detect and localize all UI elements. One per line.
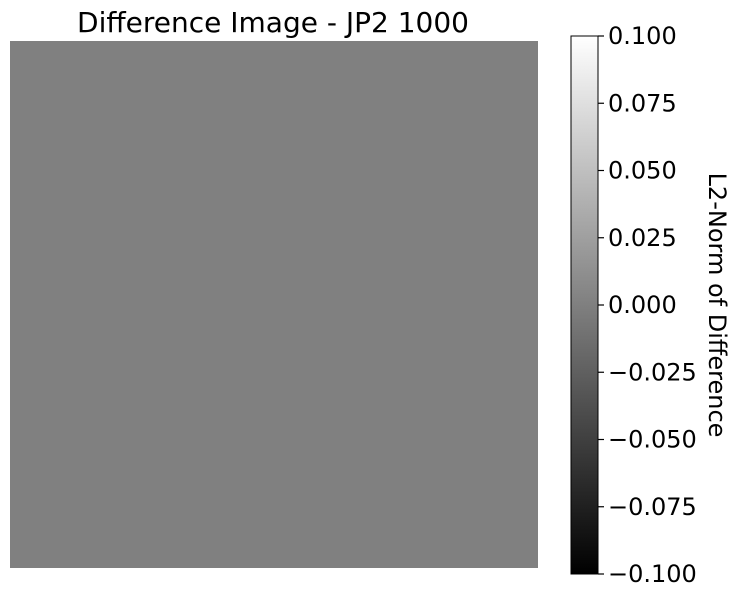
colorbar-tick-label: 0.050 — [608, 157, 677, 185]
colorbar-tick-label: 0.000 — [608, 291, 677, 319]
difference-image — [10, 41, 538, 568]
colorbar-tick-label: 0.025 — [608, 224, 677, 252]
colorbar — [570, 35, 599, 575]
colorbar-tick-label: −0.075 — [608, 493, 697, 521]
colorbar-tick-label: −0.025 — [608, 358, 697, 386]
colorbar-ticks: −0.100 −0.075 −0.050 −0.025 0.000 0.025 0.050 0… — [598, 22, 697, 588]
colorbar-label: L2-Norm of Difference — [703, 173, 731, 438]
colorbar-tick-label: 0.075 — [608, 89, 677, 117]
colorbar-tick-label: −0.050 — [608, 426, 697, 454]
chart-title: Difference Image - JP2 1000 — [77, 6, 469, 39]
colorbar-tick-label: −0.100 — [608, 560, 697, 588]
colorbar-tick-label: 0.100 — [608, 22, 677, 50]
